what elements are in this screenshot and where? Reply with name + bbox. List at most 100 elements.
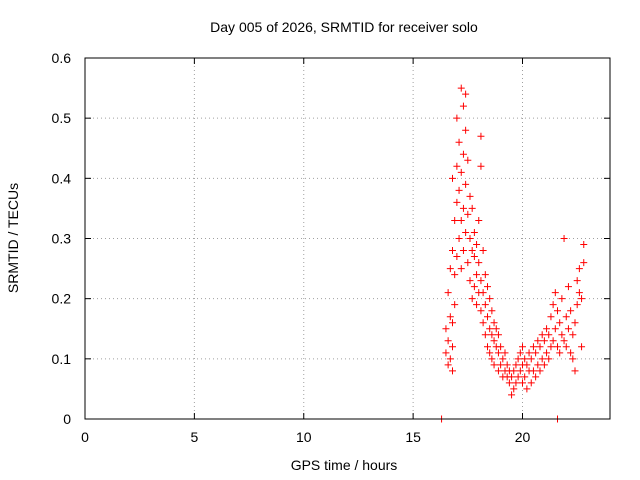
data-point: [446, 313, 454, 321]
data-point: [551, 289, 559, 297]
x-tick-label: 0: [81, 429, 89, 445]
data-point: [492, 325, 500, 333]
data-point: [571, 367, 579, 375]
data-point: [453, 253, 461, 261]
data-point: [484, 343, 491, 351]
grid-lines: [85, 58, 610, 419]
data-point: [490, 361, 498, 369]
x-axis-label: GPS time / hours: [291, 457, 398, 473]
data-point: [505, 379, 513, 387]
data-point: [449, 367, 456, 375]
data-point: [479, 289, 487, 297]
data-point: [510, 367, 518, 375]
data-point: [525, 349, 533, 357]
data-point: [558, 331, 566, 339]
x-tick-label: 5: [190, 429, 198, 445]
data-point: [578, 295, 586, 303]
data-point: [451, 216, 459, 224]
data-point: [449, 247, 456, 255]
data-point: [442, 349, 450, 357]
x-tick-label: 15: [405, 429, 421, 445]
data-point: [545, 355, 553, 363]
data-point: [484, 283, 491, 291]
plot-frame: [84, 57, 611, 420]
data-point: [477, 307, 485, 315]
data-point: [562, 313, 570, 321]
data-point: [499, 355, 507, 363]
data-point: [479, 247, 487, 255]
y-tick-label: 0: [63, 411, 71, 427]
data-point: [575, 265, 583, 273]
data-point: [516, 349, 524, 357]
x-tick-label: 10: [296, 429, 312, 445]
data-point: [567, 307, 575, 315]
data-point: [457, 168, 465, 176]
data-point: [534, 361, 542, 369]
axis-ticks: [84, 57, 610, 420]
data-point: [497, 343, 505, 351]
data-point: [481, 271, 489, 279]
data-point: [529, 367, 537, 375]
data-point: [543, 349, 551, 357]
data-point: [571, 319, 579, 327]
data-point: [486, 325, 494, 333]
data-point: [462, 228, 470, 236]
data-point: [468, 247, 476, 255]
data-point: [470, 228, 478, 236]
data-point: [459, 247, 467, 255]
data-point: [455, 235, 463, 242]
data-point: [560, 235, 568, 242]
data-point: [446, 355, 454, 363]
data-point: [459, 102, 467, 110]
data-point: [466, 277, 474, 285]
data-point: [556, 319, 564, 327]
data-series: [438, 84, 588, 423]
data-point: [451, 301, 459, 309]
y-tick-label: 0.4: [52, 170, 72, 186]
data-point: [536, 343, 544, 351]
data-point: [494, 331, 502, 339]
y-tick-label: 0.5: [52, 110, 72, 126]
data-point: [545, 331, 553, 339]
data-point: [497, 361, 505, 369]
data-point: [538, 331, 546, 339]
data-point: [459, 150, 467, 158]
data-point: [457, 216, 465, 224]
data-point: [512, 361, 520, 369]
data-point: [543, 325, 551, 333]
data-point: [479, 319, 487, 327]
data-point: [464, 210, 472, 218]
data-point: [558, 295, 566, 303]
data-point: [470, 283, 478, 291]
data-point: [494, 349, 502, 357]
data-point: [521, 355, 529, 363]
data-point: [453, 198, 461, 206]
data-point: [457, 84, 465, 92]
data-point: [464, 156, 472, 164]
data-point: [494, 367, 502, 375]
data-point: [549, 337, 557, 345]
data-point: [451, 271, 459, 279]
data-point: [510, 385, 518, 393]
data-point: [508, 391, 516, 399]
data-point: [468, 204, 476, 212]
data-point: [540, 337, 548, 345]
data-point: [442, 325, 450, 333]
data-point: [446, 265, 454, 273]
x-tick-label: 20: [515, 429, 531, 445]
data-point: [466, 192, 474, 200]
data-point: [516, 367, 524, 375]
data-point: [532, 373, 540, 381]
data-point: [464, 259, 472, 267]
data-point: [527, 355, 535, 363]
data-point: [503, 361, 511, 369]
chart-title: Day 005 of 2026, SRMTID for receiver sol…: [210, 19, 478, 35]
data-point: [547, 343, 555, 351]
data-point: [462, 126, 470, 134]
data-point: [501, 349, 509, 357]
data-point: [468, 295, 476, 303]
y-tick-label: 0.3: [52, 231, 72, 247]
data-point: [519, 379, 526, 387]
data-point: [512, 379, 520, 387]
